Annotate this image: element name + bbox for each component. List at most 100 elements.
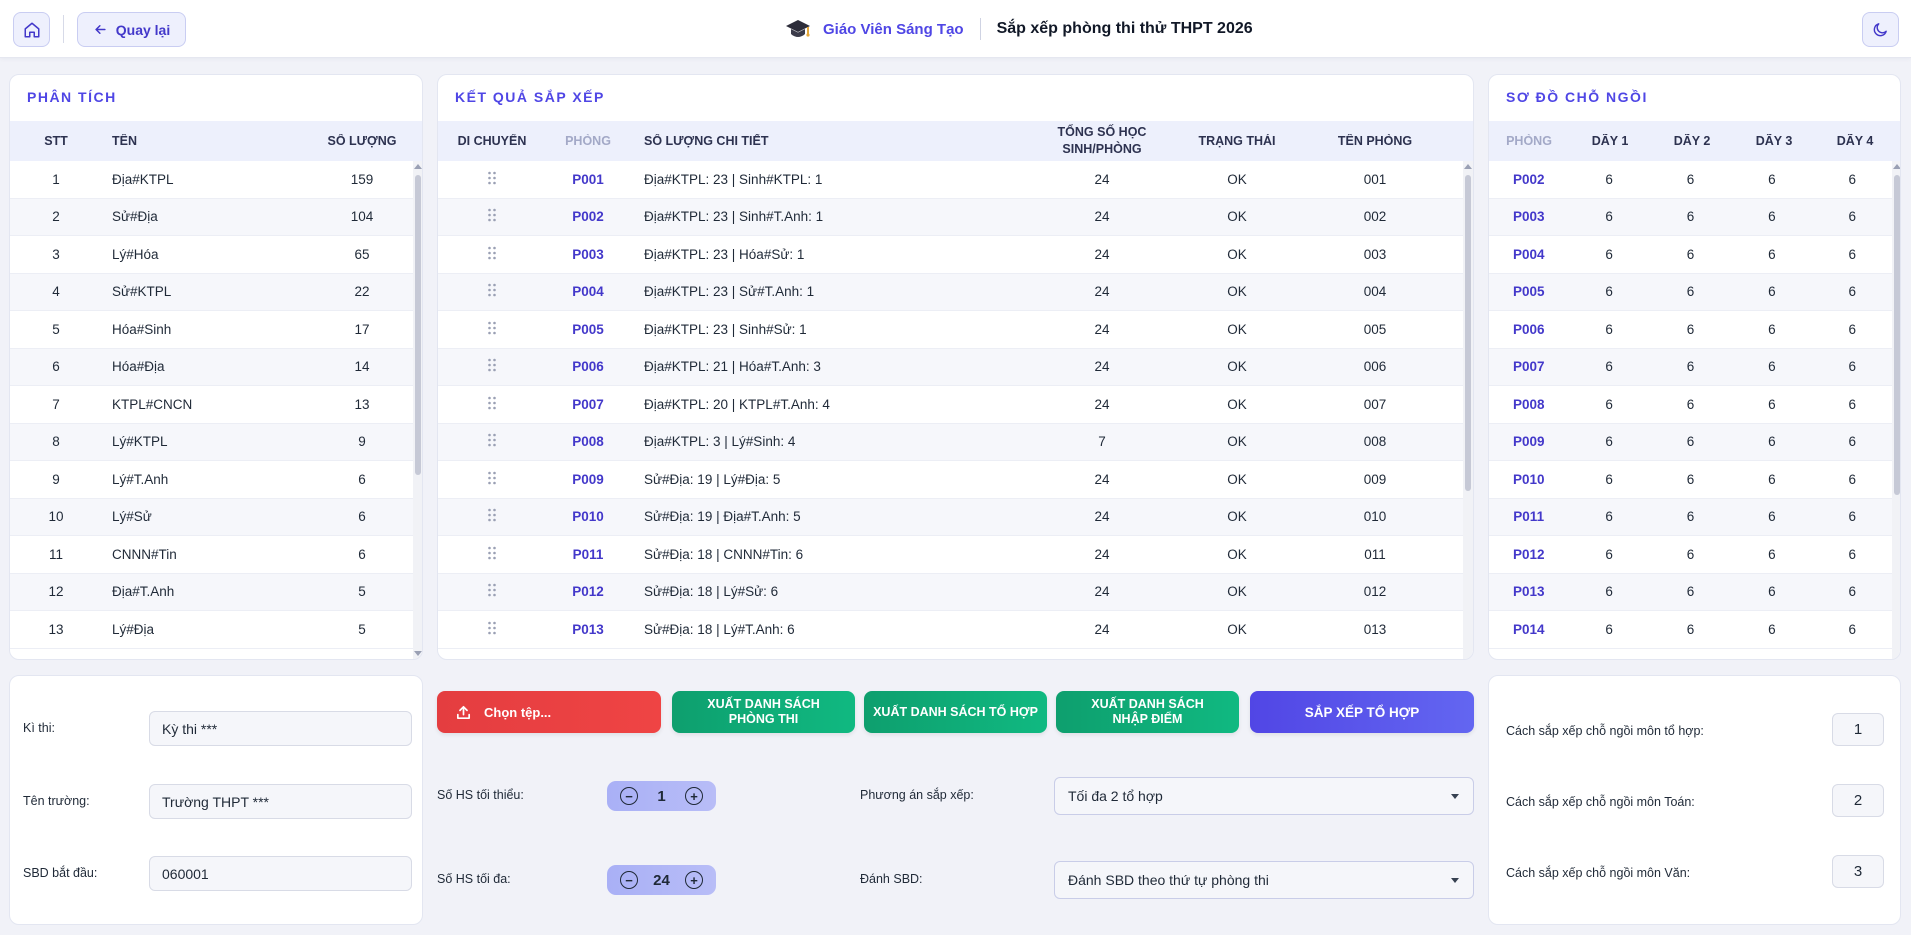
combo-seat-label: Cách sắp xếp chỗ ngồi môn tổ hợp:	[1506, 724, 1704, 738]
drag-handle-icon[interactable]	[438, 433, 546, 450]
room-code-cell[interactable]: P007	[1512, 359, 1545, 375]
plus-icon[interactable]: +	[685, 871, 703, 889]
table-row[interactable]: P012 Sử#Địa: 18 | Lý#Sử: 6 24 OK 012	[438, 573, 1463, 611]
table-row[interactable]: P002 Địa#KTPL: 23 | Sinh#T.Anh: 1 24 OK 002	[438, 198, 1463, 236]
drag-handle-icon[interactable]	[438, 283, 546, 300]
drag-handle-icon[interactable]	[438, 208, 546, 225]
room-code-cell[interactable]: P009	[1512, 434, 1545, 450]
room-code-cell[interactable]: P008	[1512, 396, 1545, 412]
room-code-cell[interactable]: P007	[572, 396, 604, 412]
max-students-stepper[interactable]: − 24 +	[607, 865, 716, 895]
room-code-cell[interactable]: P010	[1512, 471, 1545, 487]
detail-cell: Địa#KTPL: 20 | KTPL#T.Anh: 4	[644, 396, 830, 412]
drag-handle-icon[interactable]	[438, 471, 546, 488]
drag-handle-icon[interactable]	[438, 321, 546, 338]
drag-handle-icon[interactable]	[438, 246, 546, 263]
minus-icon[interactable]: −	[620, 871, 638, 889]
sbd-mode-select-value: Đánh SBD theo thứ tự phòng thi	[1068, 872, 1269, 888]
table-row[interactable]: P010 Sử#Địa: 19 | Địa#T.Anh: 5 24 OK 010	[438, 498, 1463, 536]
plan-select[interactable]: Tối đa 2 tổ hợp	[1054, 777, 1474, 815]
table-row[interactable]: P008 Địa#KTPL: 3 | Lý#Sinh: 4 7 OK 008	[438, 423, 1463, 461]
drag-handle-icon[interactable]	[438, 396, 546, 413]
room-code-cell[interactable]: P003	[572, 246, 604, 262]
school-input[interactable]: Trường THPT ***	[149, 784, 412, 819]
drag-handle-icon[interactable]	[438, 621, 546, 638]
drag-handle-icon[interactable]	[438, 508, 546, 525]
math-seat-input[interactable]: 2	[1832, 784, 1884, 817]
room-code-cell[interactable]: P013	[1512, 584, 1545, 600]
drag-handle-icon[interactable]	[438, 546, 546, 563]
export-rooms-button[interactable]: XUẤT DANH SÁCH PHÒNG THI	[672, 691, 855, 733]
exam-input[interactable]: Kỳ thi ***	[149, 711, 412, 746]
room-code-cell[interactable]: P008	[572, 434, 604, 450]
table-row[interactable]: P005 Địa#KTPL: 23 | Sinh#Sử: 1 24 OK 005	[438, 311, 1463, 349]
scrollbar[interactable]	[1463, 161, 1473, 659]
export-combos-button[interactable]: XUẤT DANH SÁCH TỔ HỢP	[864, 691, 1047, 733]
sbd-start-label: SBD bắt đầu:	[23, 866, 98, 880]
seat-count-cell: 6	[1686, 509, 1695, 525]
room-name-cell: 010	[1363, 509, 1387, 525]
name-cell: CNNN#Tin	[112, 546, 177, 562]
room-name-cell: 003	[1363, 246, 1387, 262]
room-code-cell[interactable]: P005	[572, 321, 604, 337]
status-cell: OK	[1227, 584, 1247, 600]
lit-seat-input[interactable]: 3	[1832, 855, 1884, 888]
scrollbar[interactable]	[1892, 161, 1900, 659]
room-code-cell[interactable]: P001	[572, 171, 604, 187]
room-code-cell[interactable]: P004	[1512, 246, 1545, 262]
sbd-mode-select[interactable]: Đánh SBD theo thứ tự phòng thi	[1054, 861, 1474, 899]
scrollbar[interactable]	[413, 161, 422, 659]
room-code-cell[interactable]: P010	[572, 509, 604, 525]
home-button[interactable]	[13, 12, 50, 47]
table-row[interactable]: P006 Địa#KTPL: 21 | Hóa#T.Anh: 3 24 OK 006	[438, 348, 1463, 386]
room-code-cell[interactable]: P012	[572, 584, 604, 600]
scrollbar-thumb[interactable]	[1894, 175, 1900, 495]
drag-handle-icon[interactable]	[438, 358, 546, 375]
drag-handle-icon[interactable]	[438, 583, 546, 600]
plus-icon[interactable]: +	[685, 787, 703, 805]
choose-file-button[interactable]: Chọn tệp...	[437, 691, 661, 733]
name-cell: Sử#Địa	[112, 209, 158, 225]
detail-cell: Sử#Địa: 18 | CNNN#Tin: 6	[644, 546, 804, 562]
scrollbar-thumb[interactable]	[1465, 175, 1471, 491]
sbd-start-input[interactable]: 060001	[149, 856, 412, 891]
table-row[interactable]: P009 Sử#Địa: 19 | Lý#Địa: 5 24 OK 009	[438, 461, 1463, 499]
arrange-combos-button[interactable]: SẮP XẾP TỔ HỢP	[1250, 691, 1474, 733]
room-code-cell[interactable]: P012	[1512, 546, 1545, 562]
scrollbar-thumb[interactable]	[415, 175, 421, 475]
drag-handle-icon[interactable]	[438, 171, 546, 188]
table-row[interactable]: P011 Sử#Địa: 18 | CNNN#Tin: 6 24 OK 011	[438, 536, 1463, 574]
combo-seat-input[interactable]: 1	[1832, 713, 1884, 746]
math-seat-label: Cách sắp xếp chỗ ngồi môn Toán:	[1506, 795, 1695, 809]
back-button[interactable]: Quay lại	[77, 12, 186, 47]
room-code-cell[interactable]: P013	[572, 621, 604, 637]
seat-count-cell: 6	[1848, 471, 1857, 487]
theme-toggle-button[interactable]	[1862, 12, 1899, 47]
room-code-cell[interactable]: P004	[572, 284, 604, 300]
seat-count-cell: 6	[1768, 584, 1776, 600]
table-row[interactable]: P003 Địa#KTPL: 23 | Hóa#Sử: 1 24 OK 003	[438, 236, 1463, 274]
column-header: TÊN PHÒNG	[1337, 134, 1413, 148]
table-row[interactable]: P004 Địa#KTPL: 23 | Sử#T.Anh: 1 24 OK 004	[438, 273, 1463, 311]
minus-icon[interactable]: −	[620, 787, 638, 805]
room-name-cell: 004	[1363, 284, 1387, 300]
status-cell: OK	[1227, 209, 1247, 225]
room-code-cell[interactable]: P006	[1512, 321, 1545, 337]
table-row[interactable]: P013 Sử#Địa: 18 | Lý#T.Anh: 6 24 OK 013	[438, 611, 1463, 649]
graduation-cap-icon	[786, 20, 810, 37]
room-code-cell[interactable]: P011	[572, 546, 604, 562]
table-row[interactable]: P001 Địa#KTPL: 23 | Sinh#KTPL: 1 24 OK 001	[438, 161, 1463, 199]
seat-count-cell: 6	[1686, 359, 1695, 375]
room-code-cell[interactable]: P006	[572, 359, 604, 375]
room-code-cell[interactable]: P011	[1513, 509, 1545, 525]
room-code-cell[interactable]: P002	[1512, 171, 1545, 187]
seat-count-cell: 6	[1768, 509, 1776, 525]
table-row[interactable]: P007 Địa#KTPL: 20 | KTPL#T.Anh: 4 24 OK 007	[438, 386, 1463, 424]
min-students-stepper[interactable]: − 1 +	[607, 781, 716, 811]
room-code-cell[interactable]: P014	[1512, 621, 1545, 637]
room-code-cell[interactable]: P005	[1512, 284, 1545, 300]
room-code-cell[interactable]: P003	[1512, 209, 1545, 225]
room-code-cell[interactable]: P009	[572, 471, 604, 487]
room-code-cell[interactable]: P002	[572, 209, 604, 225]
export-scores-button[interactable]: XUẤT DANH SÁCH NHẬP ĐIỂM	[1056, 691, 1239, 733]
